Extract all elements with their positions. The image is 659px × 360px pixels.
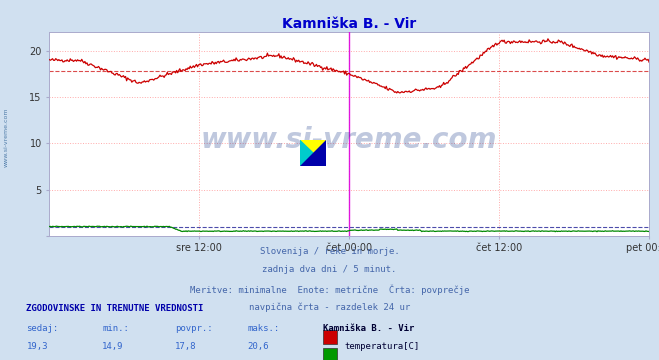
Polygon shape [300, 140, 326, 166]
Text: 19,3: 19,3 [26, 342, 48, 351]
Text: temperatura[C]: temperatura[C] [344, 342, 419, 351]
Text: 14,9: 14,9 [102, 342, 124, 351]
Text: min.:: min.: [102, 324, 129, 333]
Text: sedaj:: sedaj: [26, 324, 59, 333]
Title: Kamniška B. - Vir: Kamniška B. - Vir [282, 17, 416, 31]
Text: Kamniška B. - Vir: Kamniška B. - Vir [323, 324, 415, 333]
Text: maks.:: maks.: [247, 324, 279, 333]
Text: povpr.:: povpr.: [175, 324, 212, 333]
Text: 17,8: 17,8 [175, 342, 196, 351]
Text: www.si-vreme.com: www.si-vreme.com [3, 107, 9, 167]
Text: Slovenija / reke in morje.: Slovenija / reke in morje. [260, 247, 399, 256]
Polygon shape [300, 140, 326, 166]
Text: Meritve: minimalne  Enote: metrične  Črta: povprečje: Meritve: minimalne Enote: metrične Črta:… [190, 284, 469, 294]
Text: www.si-vreme.com: www.si-vreme.com [201, 126, 498, 154]
Text: 20,6: 20,6 [247, 342, 269, 351]
Polygon shape [300, 140, 326, 166]
Text: ZGODOVINSKE IN TRENUTNE VREDNOSTI: ZGODOVINSKE IN TRENUTNE VREDNOSTI [26, 304, 204, 313]
Text: zadnja dva dni / 5 minut.: zadnja dva dni / 5 minut. [262, 265, 397, 274]
Text: navpična črta - razdelek 24 ur: navpična črta - razdelek 24 ur [249, 303, 410, 312]
